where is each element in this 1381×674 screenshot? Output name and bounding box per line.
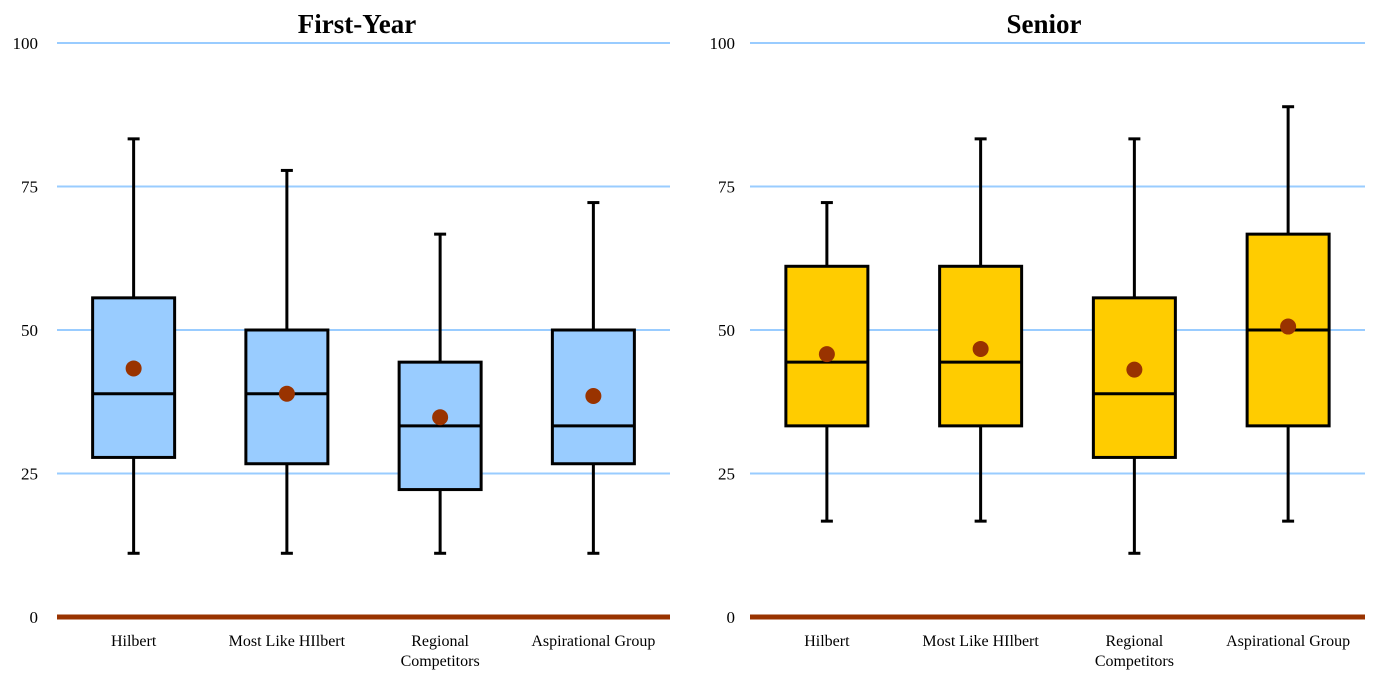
y-tick-label: 0 [727,608,736,627]
y-tick-label: 100 [13,34,39,53]
box-group [784,201,870,523]
x-tick-label-line: Aspirational Group [531,633,655,650]
y-tick-label: 0 [30,608,39,627]
x-tick-label-line: Competitors [1095,653,1174,670]
box-group [938,137,1024,523]
box-group [550,201,636,555]
mean-marker [125,360,142,377]
mean-marker [585,388,602,405]
x-tick-label-line: Most Like HIlbert [229,633,346,650]
x-tick-label: Regional Competitors [1095,633,1174,670]
y-tick-label: 25 [718,465,735,484]
mean-marker [818,346,835,363]
box-iqr [784,264,870,428]
x-tick-label: Regional Competitors [401,633,480,670]
x-tick-label: Hilbert [804,633,850,650]
box-group [244,168,330,555]
x-tick-label: Hilbert [111,633,157,650]
x-tick-label-line: Competitors [401,653,480,670]
box-iqr [550,328,636,466]
x-tick-label: Most Like HIlbert [229,633,346,650]
x-tick-label-line: Regional [1105,633,1163,650]
y-tick-label: 50 [21,321,38,340]
box-group [1091,137,1177,555]
y-tick-label: 75 [21,178,38,197]
mean-marker [432,409,449,426]
chart-title: Senior [1006,9,1081,39]
x-tick-label: Most Like HIlbert [922,633,1039,650]
mean-marker [1126,361,1143,378]
chart-panel-2: Senior 0 25 50 75 100 Hilbert Most Like HIlbert… [710,9,1365,670]
box-iqr [1091,296,1177,459]
chart-panel-1: First-Year 0 25 50 75 100 Hilbert Most Like HIl… [13,9,670,670]
y-tick-label: 25 [21,465,38,484]
x-tick-label-line: Most Like HIlbert [922,633,1039,650]
x-tick-label-line: Aspirational Group [1226,633,1350,650]
x-tick-label-line: Hilbert [111,633,157,650]
mean-marker [1280,318,1297,335]
y-tick-label: 75 [718,178,735,197]
mean-marker [278,385,295,402]
box-group [1245,105,1331,523]
x-tick-label-line: Hilbert [804,633,850,650]
mean-marker [972,340,989,357]
box-group [91,137,177,555]
x-tick-label: Aspirational Group [531,633,655,650]
y-tick-label: 50 [718,321,735,340]
box-iqr [91,296,177,459]
chart-title: First-Year [298,9,416,39]
y-tick-label: 100 [710,34,736,53]
box-group [397,232,483,555]
x-tick-label: Aspirational Group [1226,633,1350,650]
x-tick-label-line: Regional [411,633,469,650]
